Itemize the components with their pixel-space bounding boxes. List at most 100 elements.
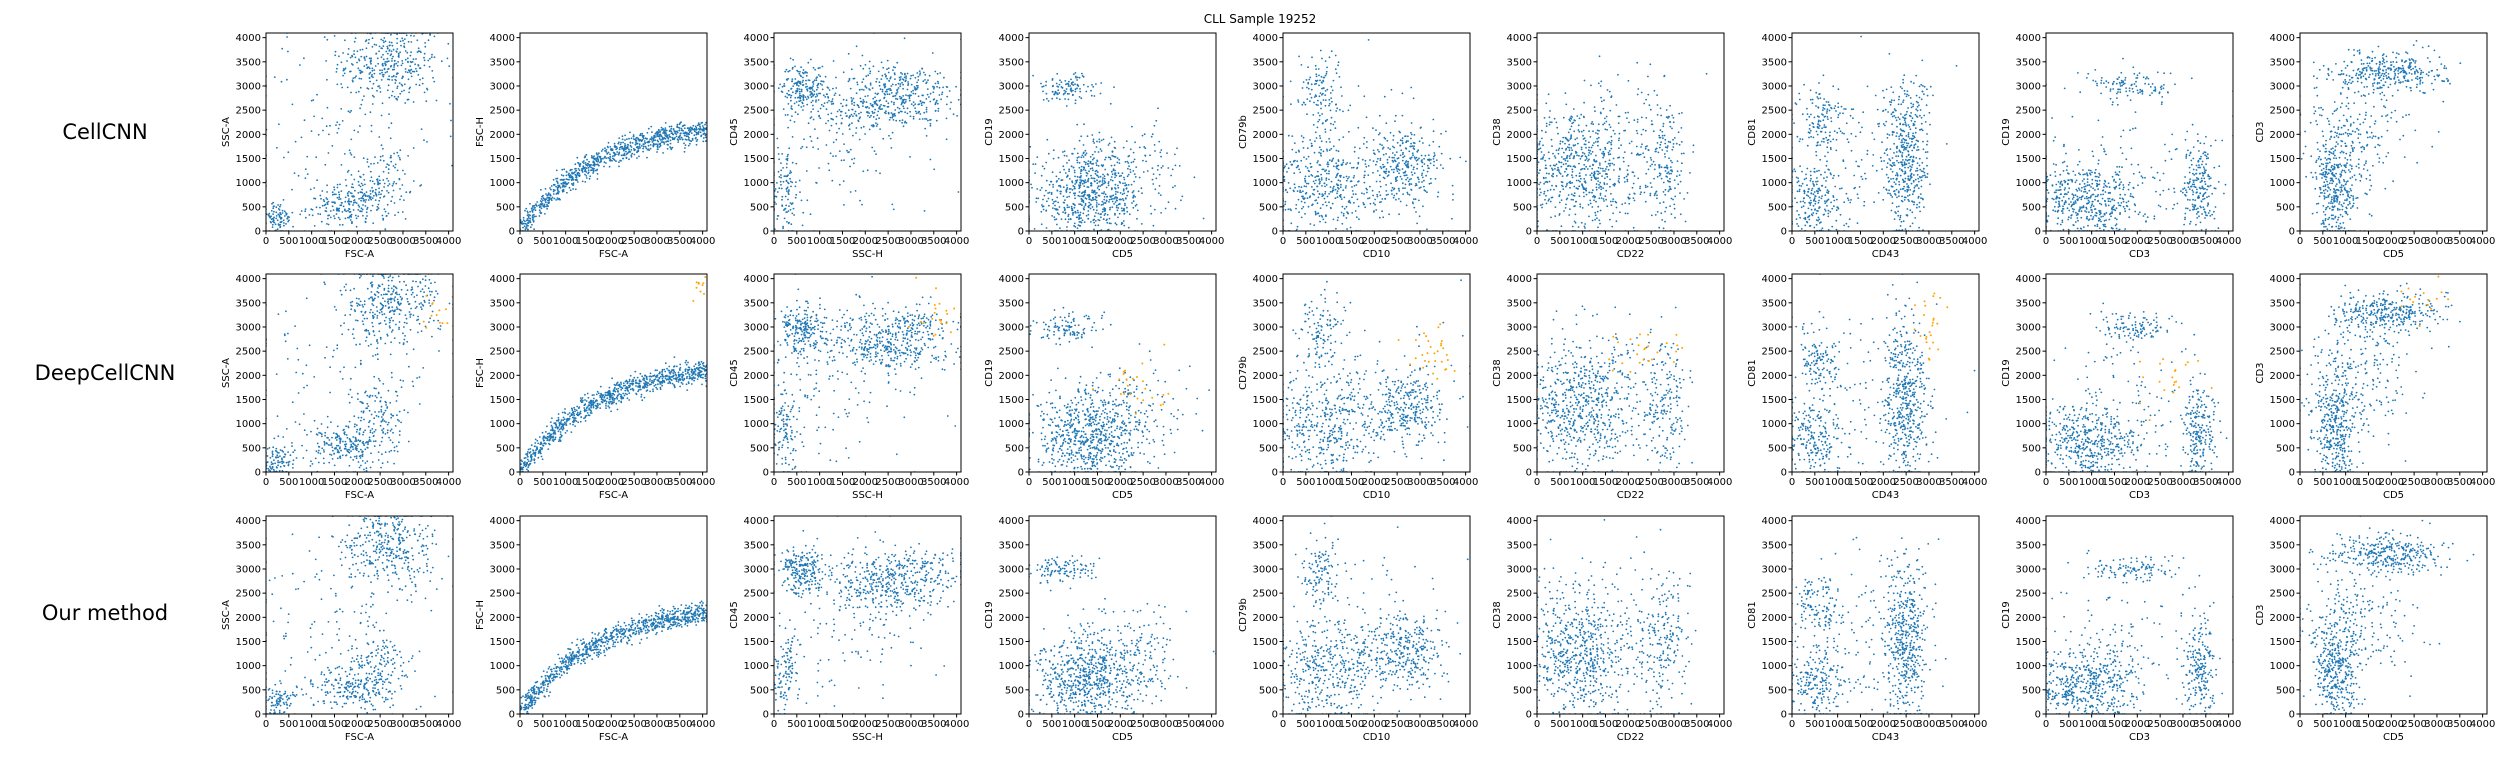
data-point [1303, 81, 1305, 83]
data-point [1326, 149, 1328, 151]
data-point [1117, 209, 1119, 211]
data-point [1174, 154, 1176, 156]
data-point [639, 135, 641, 137]
data-point [569, 170, 571, 172]
data-point [659, 143, 661, 145]
data-point [589, 175, 591, 177]
data-point [1114, 213, 1116, 215]
data-point [422, 83, 424, 85]
data-point [1047, 192, 1049, 194]
data-point [873, 116, 875, 118]
y-tick-label: 2000 [1253, 130, 1278, 141]
data-point [382, 148, 384, 150]
data-point [1304, 178, 1306, 180]
data-point [557, 197, 559, 199]
data-point [1096, 174, 1098, 176]
data-point [877, 124, 879, 126]
data-point [1152, 179, 1154, 181]
data-point [321, 190, 323, 192]
data-point [372, 103, 374, 105]
data-point [1383, 177, 1385, 179]
data-point [1452, 193, 1454, 195]
data-point [659, 131, 661, 133]
data-point [899, 108, 901, 110]
data-point [401, 60, 403, 62]
data-point [928, 96, 930, 98]
data-point [1125, 198, 1127, 200]
data-point [1393, 195, 1395, 197]
data-point [1049, 184, 1051, 186]
data-point [371, 187, 373, 189]
data-point [843, 180, 845, 182]
data-point [609, 166, 611, 168]
data-point [905, 94, 907, 96]
data-point [399, 157, 401, 159]
data-point [362, 71, 364, 73]
data-point [798, 73, 800, 75]
data-point [702, 125, 704, 127]
data-point [1368, 39, 1370, 41]
data-point [778, 187, 780, 189]
data-point [815, 77, 817, 79]
data-point [532, 216, 534, 218]
data-point [387, 58, 389, 60]
data-point [889, 119, 891, 121]
data-point [1092, 197, 1094, 199]
data-point [536, 201, 538, 203]
data-point [1322, 219, 1324, 221]
data-point [1318, 75, 1320, 77]
data-point [810, 213, 812, 215]
data-point [858, 106, 860, 108]
data-point [1116, 207, 1118, 209]
data-point [793, 214, 795, 216]
data-point [1074, 176, 1076, 178]
y-tick-label: 2000 [744, 130, 769, 141]
data-point [811, 96, 813, 98]
data-point [671, 137, 673, 139]
data-point [1068, 85, 1070, 87]
data-point [609, 146, 611, 148]
data-point [1329, 141, 1331, 143]
data-point [1551, 168, 1553, 170]
data-point [808, 97, 810, 99]
data-point [1104, 159, 1106, 161]
panel-1-5: 0050050010001000150015002000200025002500… [1238, 33, 1478, 260]
data-point [684, 124, 686, 126]
data-point [1609, 150, 1611, 152]
data-point [842, 105, 844, 107]
data-point [923, 72, 925, 74]
data-point [1369, 186, 1371, 188]
data-point [1319, 80, 1321, 82]
data-point [535, 216, 537, 218]
data-point [1603, 99, 1605, 101]
data-point [1432, 119, 1434, 121]
data-point [393, 165, 395, 167]
data-point [1284, 167, 1286, 169]
data-point [863, 126, 865, 128]
data-point [832, 103, 834, 105]
data-point [1091, 200, 1093, 202]
data-point [901, 97, 903, 99]
data-point [1165, 208, 1167, 210]
data-point [1391, 157, 1393, 159]
data-point [1421, 166, 1423, 168]
data-point [341, 61, 343, 63]
data-point [1320, 149, 1322, 151]
data-point [1288, 135, 1290, 137]
data-point [1412, 174, 1414, 176]
data-point [818, 99, 820, 101]
data-point [1405, 161, 1407, 163]
data-point [410, 35, 412, 37]
data-point [1083, 209, 1085, 211]
data-point [1045, 190, 1047, 192]
data-point [832, 155, 834, 157]
data-point [359, 107, 361, 109]
data-point [1402, 160, 1404, 162]
data-point [1097, 219, 1099, 221]
data-point [932, 91, 934, 93]
data-point [393, 66, 395, 68]
data-point [1372, 127, 1374, 129]
data-point [376, 80, 378, 82]
data-point [780, 181, 782, 183]
data-point [1341, 198, 1343, 200]
